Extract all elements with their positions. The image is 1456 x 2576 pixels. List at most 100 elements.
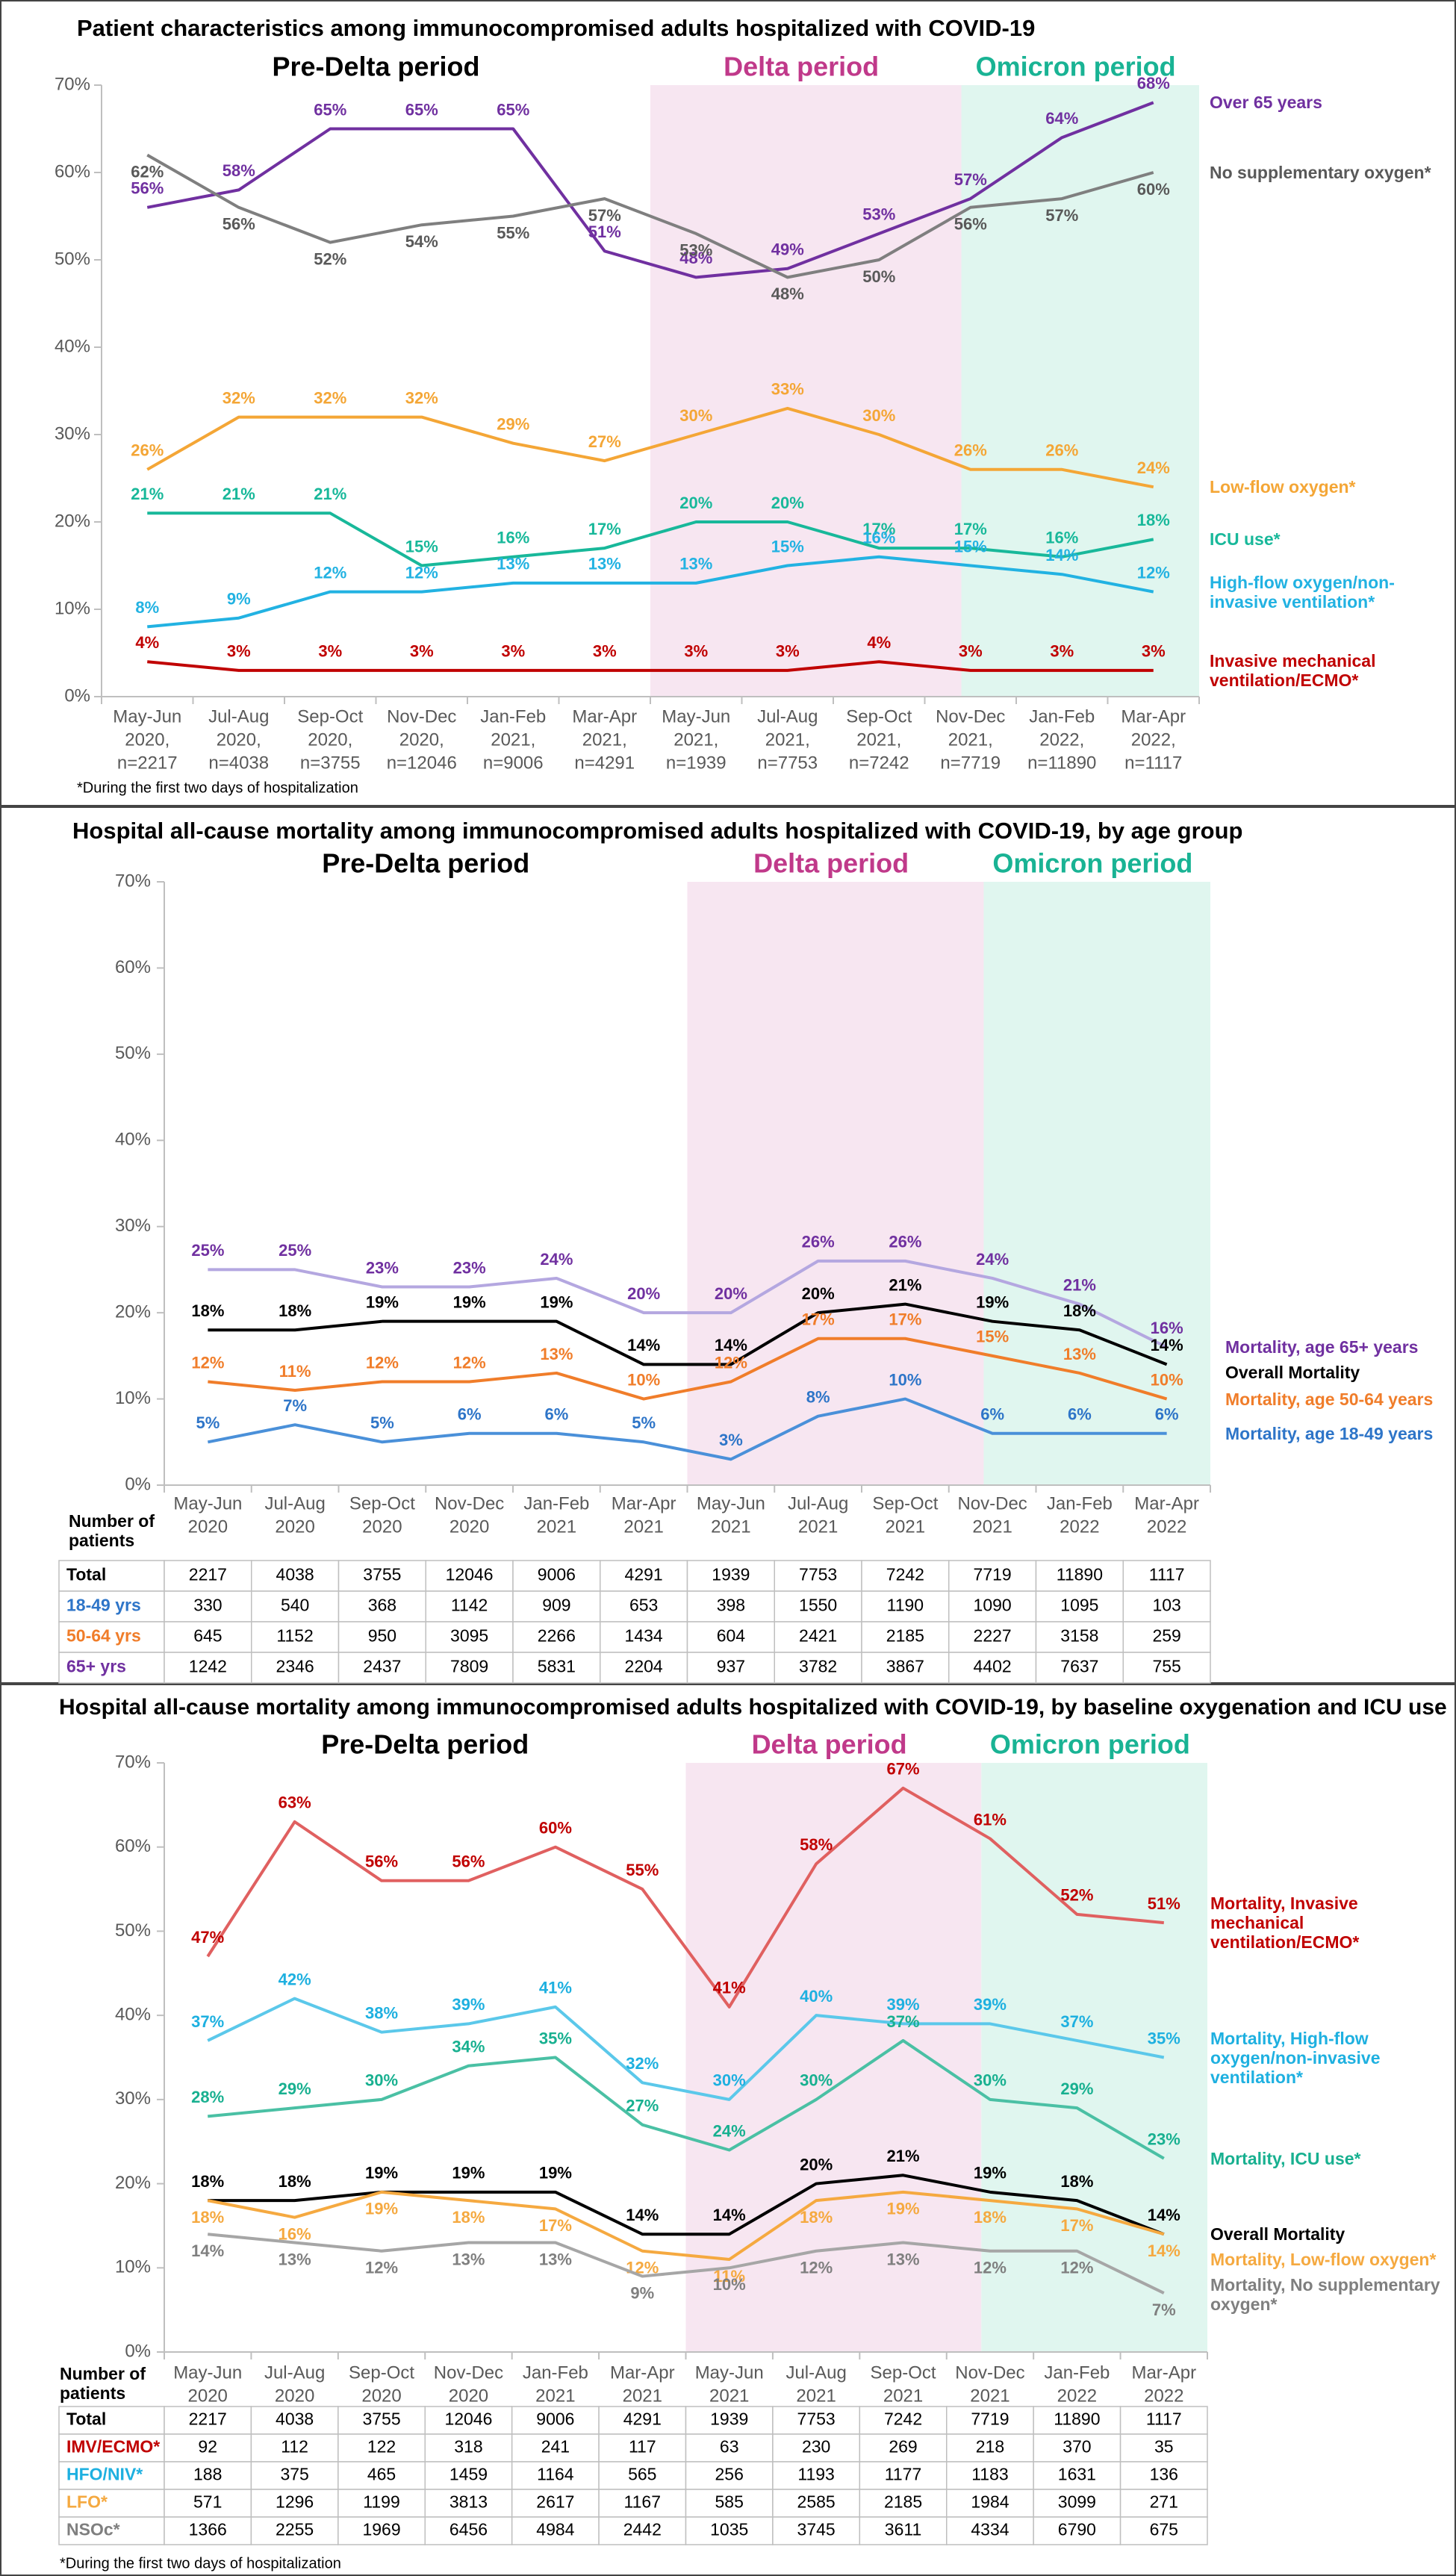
table-cell: [250, 2433, 339, 2463]
period-shade: [961, 85, 1199, 697]
legend-label: Mortality, age 50-64 years: [1225, 1389, 1434, 1409]
data-label: 19%: [976, 1292, 1009, 1311]
table-cell: [685, 2489, 774, 2518]
data-label: 23%: [453, 1258, 486, 1277]
series-line: [208, 2174, 1165, 2236]
table-cell: [859, 2433, 948, 2463]
x-tick-label: Jan-Feb: [1047, 1493, 1113, 1513]
period-shade: [687, 882, 984, 1485]
data-label: 26%: [954, 441, 987, 460]
legend-label: ICU use*: [1210, 529, 1281, 550]
legend-label: Mortality, age 65+ years: [1225, 1337, 1419, 1357]
x-tick-label: Mar-Apr: [1121, 706, 1186, 727]
table-value: 122: [367, 2437, 396, 2457]
data-label: 48%: [679, 249, 712, 267]
data-label: 52%: [1060, 1886, 1093, 1905]
table-value: 12046: [446, 1565, 494, 1584]
legend-label: Mortality, Low-flow oxygen*: [1210, 2250, 1437, 2270]
data-label: 3%: [227, 642, 251, 661]
table-value: 1164: [537, 2465, 574, 2484]
data-label: 10%: [627, 1370, 660, 1389]
data-label: 30%: [974, 2071, 1007, 2090]
table-cell: [425, 1652, 514, 1684]
x-tick-label: Nov-Dec: [955, 2362, 1024, 2383]
x-tick-label: 2021: [798, 1516, 838, 1537]
table-row-label: HFO/NIV*: [66, 2465, 143, 2484]
y-tick-label: 20%: [115, 2173, 151, 2193]
table-value: 1459: [449, 2465, 488, 2484]
y-tick-label: 50%: [115, 1043, 151, 1063]
series-line: [147, 555, 1154, 629]
table-value: 1090: [974, 1596, 1012, 1615]
data-label: 37%: [1060, 2012, 1093, 2031]
x-tick-label: n=11890: [1027, 753, 1096, 773]
series-line: [147, 511, 1154, 567]
data-label: 26%: [889, 1233, 921, 1251]
table-cell: [424, 2516, 513, 2545]
x-tick-label: 2020: [361, 2386, 401, 2406]
y-tick-label: 40%: [55, 336, 90, 356]
data-label: 65%: [314, 100, 346, 119]
table-cell: [946, 2406, 1034, 2435]
data-label: 6%: [544, 1405, 568, 1424]
table-cell: [58, 1652, 165, 1684]
table-value: 269: [889, 2437, 917, 2457]
table-cell: [774, 1621, 862, 1653]
x-tick-label: Mar-Apr: [1134, 1493, 1199, 1513]
table-row-label: 65+ yrs: [66, 1657, 126, 1676]
data-label: 8%: [806, 1387, 830, 1406]
table-value: 540: [281, 1596, 309, 1615]
data-label: 18%: [452, 2208, 485, 2227]
table-row-label: 18-49 yrs: [66, 1596, 141, 1615]
table-cell: [424, 2461, 513, 2490]
table-cell: [1122, 1560, 1211, 1592]
data-label: 18%: [1137, 511, 1170, 529]
data-label: 14%: [713, 2206, 746, 2224]
table-cell: [686, 1652, 775, 1684]
table-cell: [861, 1590, 950, 1623]
table-value: 4291: [623, 2409, 662, 2429]
data-label: 51%: [1148, 1894, 1180, 1913]
table-cell: [1119, 2406, 1208, 2435]
table-row-label: Total: [66, 1565, 106, 1584]
table-value: 5831: [538, 1657, 576, 1676]
data-label: 16%: [497, 529, 529, 547]
period-label: Delta period: [752, 1729, 907, 1760]
data-label: 14%: [1045, 546, 1078, 564]
x-tick-label: 2021: [623, 2386, 662, 2406]
data-label: 17%: [954, 520, 987, 538]
table-cell: [251, 1560, 340, 1592]
table-value: 1631: [1058, 2465, 1096, 2484]
data-label: 24%: [1137, 458, 1170, 477]
table-cell: [425, 1621, 514, 1653]
data-label: 19%: [539, 2164, 572, 2183]
table-cell: [337, 2433, 426, 2463]
table-cell: [1033, 2516, 1121, 2545]
table-cell: [774, 1652, 862, 1684]
data-label: 68%: [1137, 74, 1170, 93]
x-tick-label: Sep-Oct: [871, 2362, 936, 2383]
data-label: 6%: [458, 1405, 482, 1424]
table-cell: [58, 1621, 165, 1653]
data-label: 21%: [131, 485, 164, 503]
data-label: 19%: [540, 1292, 573, 1311]
data-label: 26%: [131, 441, 164, 460]
data-label: 3%: [719, 1431, 743, 1449]
table-value: 1366: [189, 2520, 227, 2539]
x-tick-label: Nov-Dec: [387, 706, 456, 727]
data-label: 32%: [223, 388, 255, 407]
table-value: 1434: [625, 1626, 663, 1646]
chart-title: Hospital all-cause mortality among immun…: [59, 1695, 1447, 1720]
table-cell: [164, 2406, 252, 2435]
table-cell: [772, 2406, 861, 2435]
x-tick-label: Sep-Oct: [297, 706, 363, 727]
data-label: 50%: [862, 267, 895, 286]
data-label: 12%: [405, 563, 438, 582]
data-label: 15%: [954, 537, 987, 556]
table-value: 11890: [1054, 2409, 1100, 2429]
table-row-label: NSOc*: [66, 2520, 120, 2539]
table-value: 1117: [1146, 2409, 1182, 2429]
x-tick-label: 2020,: [399, 729, 444, 750]
series-line: [208, 2038, 1165, 2160]
